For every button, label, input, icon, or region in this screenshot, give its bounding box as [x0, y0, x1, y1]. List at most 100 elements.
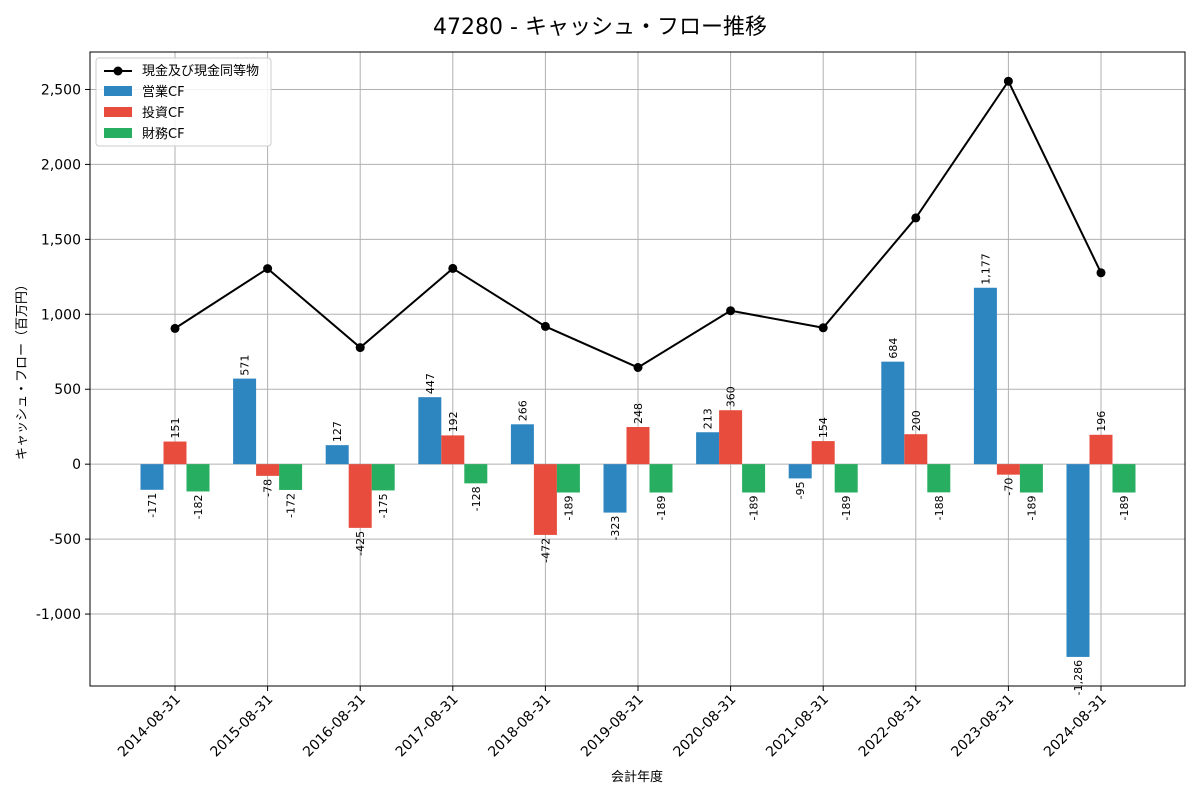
bar-value-label: 266	[516, 400, 529, 421]
y-tick-label: 500	[54, 382, 81, 398]
legend: 現金及び現金同等物 営業CF 投資CF 財務CF	[95, 57, 272, 147]
bar	[348, 464, 372, 528]
cash-point	[355, 343, 365, 353]
bar-value-label: -189	[1118, 496, 1131, 521]
bar-value-label: 192	[447, 411, 460, 432]
cash-point	[263, 264, 273, 274]
bar	[325, 445, 349, 465]
bar	[233, 378, 257, 465]
bar-value-label: -172	[285, 493, 298, 518]
y-axis-label: キャッシュ・フロー（百万円）	[15, 278, 30, 460]
bar-value-label: 154	[817, 417, 830, 438]
bar-value-label: 213	[702, 408, 715, 429]
x-axis: 2014-08-31 2015-08-31 2016-08-31 2017-08-31…	[115, 686, 1110, 760]
bar-value-label: -188	[933, 495, 946, 520]
y-tick-label: 2,500	[41, 82, 81, 98]
x-tick-label: 2023-08-31	[948, 692, 1017, 761]
cash-point	[540, 321, 550, 331]
line-layer	[170, 76, 1106, 373]
chart-title: 47280 - キャッシュ・フロー推移	[433, 15, 767, 40]
x-tick-label: 2016-08-31	[300, 692, 369, 761]
x-tick-label: 2020-08-31	[671, 692, 740, 761]
bar	[834, 464, 858, 493]
bar	[973, 287, 997, 465]
legend-swatch-financing	[104, 128, 132, 138]
bar	[1066, 464, 1090, 657]
legend-entry-investing: 投資CF	[142, 105, 185, 121]
bar	[140, 464, 164, 490]
bar-value-label: 1,177	[979, 253, 992, 285]
bar	[556, 464, 580, 493]
y-tick-label: 0	[72, 457, 81, 473]
bar-value-label: -1,286	[1072, 660, 1085, 695]
cash-point	[170, 323, 180, 333]
bar-value-label: -189	[748, 496, 761, 521]
bar-value-label: -171	[146, 493, 159, 518]
bar-value-label: 571	[239, 355, 252, 376]
y-tick-label: 1,500	[41, 232, 81, 248]
cash-point	[1096, 268, 1106, 278]
legend-swatch-investing	[104, 107, 132, 117]
bar-value-label: -182	[192, 494, 205, 519]
bar-value-label: 360	[725, 386, 738, 407]
bar	[1089, 434, 1113, 465]
bar	[371, 464, 395, 491]
cash-point	[911, 213, 921, 223]
bar	[904, 434, 928, 465]
bar-labels-layer: -171 571 127 447 266 -323 213 -95 684 1,177 -1,286…	[146, 253, 1131, 695]
cash-point	[448, 263, 458, 273]
bar	[881, 361, 905, 465]
bar	[996, 464, 1020, 475]
x-tick-label: 2022-08-31	[856, 692, 925, 761]
cash-point	[726, 306, 736, 316]
y-tick-label: -1,000	[36, 607, 81, 623]
legend-line-marker	[113, 66, 123, 76]
bar	[464, 464, 488, 484]
bar	[279, 464, 303, 490]
bar-value-label: -189	[1025, 496, 1038, 521]
x-tick-label: 2014-08-31	[115, 692, 184, 761]
x-tick-label: 2021-08-31	[763, 692, 832, 761]
bar	[626, 427, 650, 465]
bar	[603, 464, 627, 513]
bar	[696, 432, 720, 465]
bar-value-label: -78	[262, 479, 275, 497]
bar-value-label: 196	[1095, 411, 1108, 432]
bar-value-label: -189	[655, 496, 668, 521]
bar	[788, 464, 812, 479]
bar	[927, 464, 951, 493]
bar	[510, 424, 534, 465]
x-tick-label: 2015-08-31	[208, 692, 277, 761]
x-tick-label: 2018-08-31	[485, 692, 554, 761]
y-tick-label: -500	[49, 532, 81, 548]
legend-entry-financing: 財務CF	[142, 127, 185, 142]
bar-value-label: 684	[887, 338, 900, 359]
bar-value-label: -95	[794, 481, 807, 499]
x-tick-label: 2024-08-31	[1041, 692, 1110, 761]
bar-value-label: -175	[377, 493, 390, 518]
y-tick-label: 2,000	[41, 157, 81, 173]
legend-entry-operating: 営業CF	[142, 84, 185, 100]
bar-value-label: -323	[609, 516, 622, 541]
bar	[742, 464, 766, 493]
bar-value-label: -128	[470, 486, 483, 511]
legend-box	[95, 57, 272, 147]
bars-layer	[140, 287, 1136, 657]
y-axis: -1,000 -500 0 500 1,000 1,500 2,000 2,500	[36, 82, 90, 623]
bar	[186, 464, 210, 492]
legend-swatch-operating	[104, 86, 132, 96]
bar	[441, 435, 465, 465]
bar-value-label: 447	[424, 373, 437, 394]
bar-value-label: -70	[1002, 478, 1015, 496]
cash-point	[1003, 76, 1013, 86]
bar	[1019, 464, 1043, 493]
x-axis-label: 会計年度	[611, 769, 663, 785]
y-tick-label: 1,000	[41, 307, 81, 323]
legend-entry-cash: 現金及び現金同等物	[142, 63, 259, 79]
bar-value-label: -189	[562, 496, 575, 521]
bar	[533, 464, 557, 535]
bar-value-label: -425	[354, 531, 367, 556]
bar-value-label: -472	[539, 538, 552, 563]
bar	[256, 464, 280, 476]
